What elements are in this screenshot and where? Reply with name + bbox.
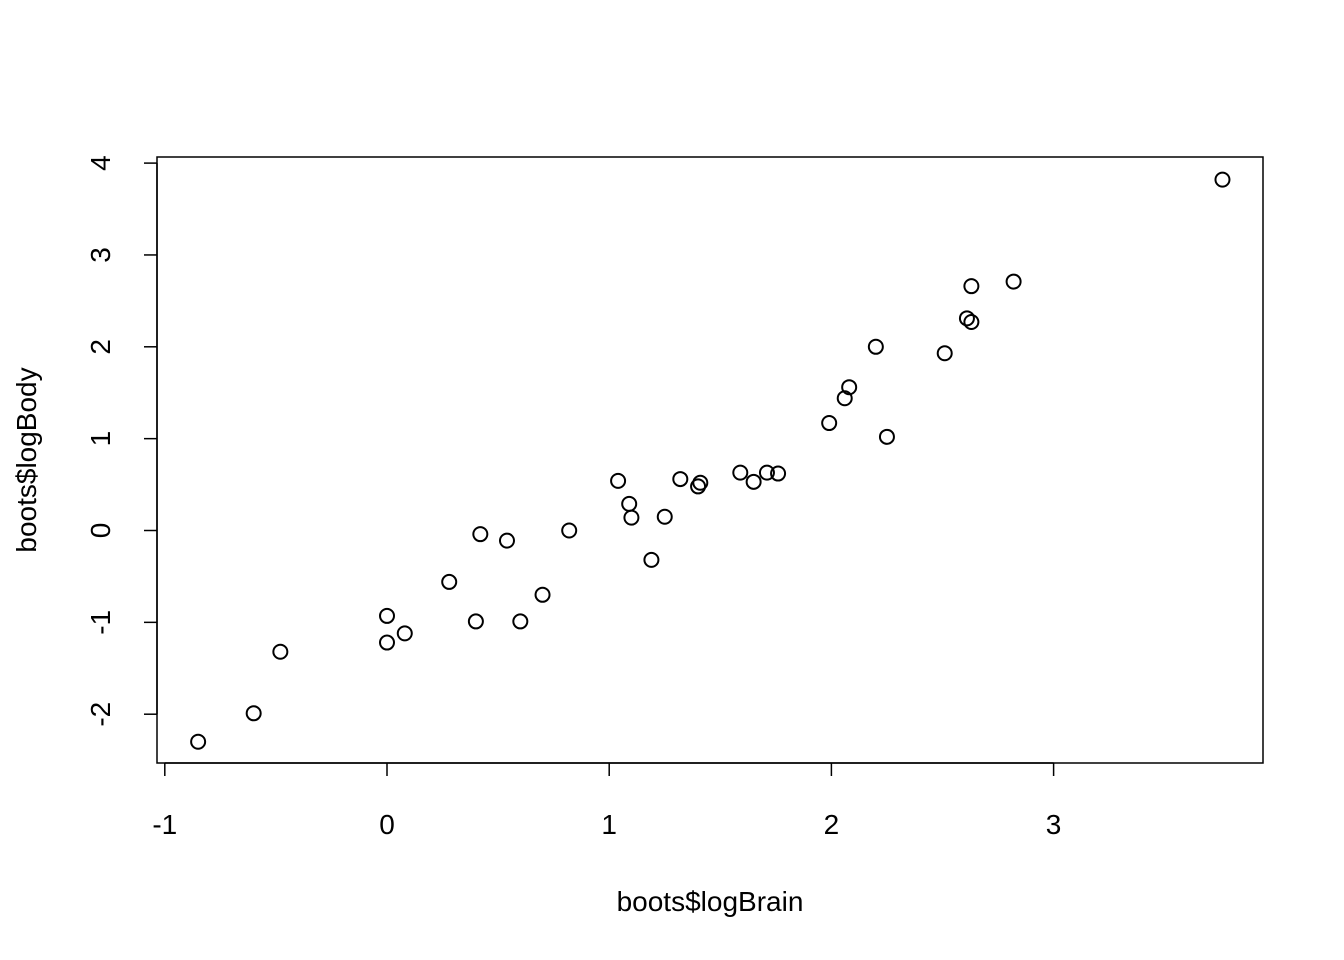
data-point: [958, 310, 975, 327]
data-point: [621, 495, 638, 512]
data-point: [441, 573, 458, 590]
y-axis-label: boots$logBody: [11, 367, 42, 552]
data-point: [190, 733, 207, 750]
data-point: [836, 390, 853, 407]
data-point: [396, 625, 413, 642]
data-point: [610, 472, 627, 489]
data-point: [467, 613, 484, 630]
y-axis: -2 -1 0 1 2 3 4: [85, 155, 158, 727]
data-point: [245, 705, 262, 722]
y-tick-label: 0: [85, 523, 116, 539]
data-point: [821, 415, 838, 432]
x-tick-label: 3: [1046, 809, 1062, 840]
data-point: [867, 338, 884, 355]
data-point: [1214, 171, 1231, 188]
y-tick-label: 3: [85, 247, 116, 263]
data-point: [878, 428, 895, 445]
x-tick-label: 0: [379, 809, 395, 840]
data-point: [732, 464, 749, 481]
y-tick-label: 4: [85, 155, 116, 171]
data-point: [963, 278, 980, 295]
y-tick-label: -2: [85, 702, 116, 727]
y-tick-label: 1: [85, 431, 116, 447]
data-point: [841, 379, 858, 396]
data-point: [672, 471, 689, 488]
plot-box: [156, 156, 1264, 764]
data-point: [512, 613, 529, 630]
data-point: [643, 551, 660, 568]
data-point: [745, 473, 762, 490]
data-point: [379, 607, 395, 624]
data-point: [498, 532, 515, 549]
data-point: [561, 522, 578, 539]
data-point: [770, 465, 787, 482]
data-point: [936, 345, 953, 362]
x-tick-label: 1: [601, 809, 617, 840]
y-tick-label: -1: [85, 610, 116, 635]
y-tick-label: 2: [85, 339, 116, 355]
x-tick-label: -1: [152, 809, 177, 840]
data-point: [692, 474, 709, 491]
x-axis: -1 0 1 2 3: [152, 762, 1062, 840]
x-axis-label: boots$logBrain: [617, 886, 804, 917]
data-point: [656, 508, 673, 525]
data-point: [379, 634, 395, 651]
data-point: [963, 314, 980, 331]
x-tick-label: 2: [824, 809, 840, 840]
data-point: [534, 586, 551, 603]
data-point: [623, 509, 640, 526]
data-point: [472, 526, 489, 543]
data-point: [272, 643, 289, 660]
data-point: [1005, 273, 1022, 290]
points-layer: [190, 171, 1231, 750]
data-point: [758, 464, 775, 481]
